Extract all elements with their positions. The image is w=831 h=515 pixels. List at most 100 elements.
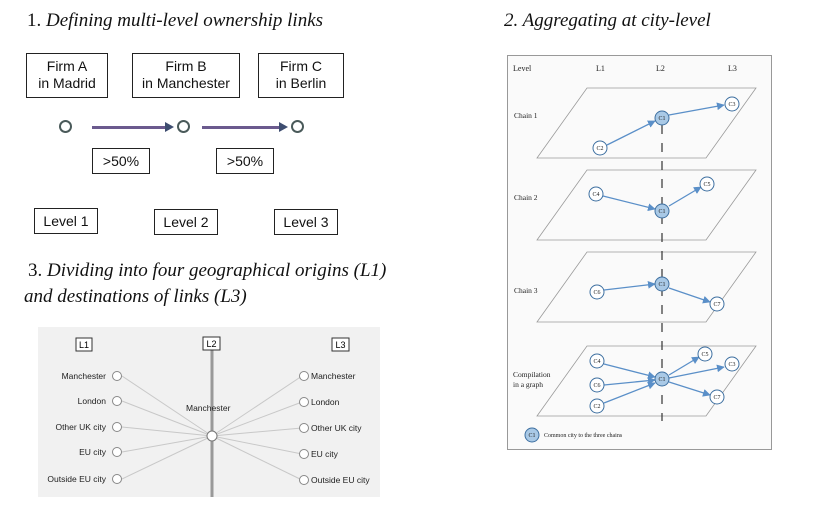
label-c3-compilation: C3 (728, 362, 735, 368)
level-1-label: Level 1 (34, 208, 98, 234)
node-c1-chain3 (654, 276, 670, 292)
dest-label-4: EU city (311, 449, 339, 459)
label-c4-compilation: C4 (593, 359, 600, 365)
chain-planes (536, 87, 757, 417)
legend-text: Common city to the three chains (544, 433, 623, 439)
dest-label-2: London (311, 397, 340, 407)
line-dest-5 (211, 435, 303, 481)
arrow-c4-c1-comp (603, 363, 656, 380)
origin-labels: Manchester London Other UK city EU city … (47, 371, 106, 484)
node-c1-chain1 (654, 110, 670, 126)
line-dest-3 (211, 427, 303, 437)
node-c2-compilation (589, 398, 605, 414)
dest-node-2 (299, 397, 309, 407)
node-c4-chain2 (588, 186, 604, 202)
arrow-head-2 (279, 122, 288, 132)
diagram-frame (507, 55, 772, 450)
header-l3: L3 (728, 64, 737, 73)
arrow-c6-c1-comp (603, 376, 656, 386)
arrow-c6-c1-chain3 (603, 280, 656, 291)
node-labels: C1 C1 C1 C1 C2 C3 C4 C5 C6 C7 C4 C6 C2 C… (528, 102, 735, 439)
origin-node-1 (112, 371, 122, 381)
plane-chain-3 (536, 251, 757, 323)
plane-chain-1 (536, 87, 757, 159)
origin-lines (121, 375, 213, 480)
label-c4-chain2: C4 (592, 192, 599, 198)
firm-a-box: Firm A in Madrid (26, 53, 108, 98)
node-c3-compilation (724, 356, 740, 372)
destination-lines (211, 375, 303, 481)
line-dest-2 (211, 401, 303, 437)
diagram-headers: Level L1 L2 L3 (513, 64, 737, 73)
legend-node (524, 427, 540, 443)
label-c2-compilation: C2 (593, 404, 600, 410)
city-chain-diagram: Level L1 L2 L3 Chain 1 Chain 2 Chain 3 C… (507, 55, 772, 450)
arrow-c2-c1-comp (603, 381, 656, 404)
line-origin-3 (121, 426, 213, 437)
dest-node-1 (299, 371, 309, 381)
chain-3-label: Chain 3 (514, 286, 538, 295)
arrow-c1-c7-comp (668, 381, 711, 397)
origin-label-1: Manchester (62, 371, 107, 381)
label-c1-chain3: C1 (658, 282, 665, 288)
line-origin-2 (121, 400, 213, 437)
node-c2-chain1 (592, 140, 608, 156)
city-nodes (588, 96, 740, 414)
destination-labels: Manchester London Other UK city EU city … (311, 371, 370, 485)
line-origin-5 (121, 435, 213, 480)
label-c1-compilation: C1 (658, 377, 665, 383)
node-c1-compilation (654, 371, 670, 387)
dest-node-4 (299, 449, 309, 459)
panel3-title-line2: and destinations of links (L3) (24, 286, 247, 307)
node-level1-circle (59, 120, 72, 133)
node-c6-chain3 (589, 284, 605, 300)
arrow-c1-c3-comp (668, 364, 725, 379)
node-c7-chain3 (709, 296, 725, 312)
label-c2-chain1: C2 (596, 146, 603, 152)
arrow-c1-c7-chain3 (668, 287, 711, 304)
level-3-label: Level 3 (274, 209, 338, 235)
label-c1-chain1: C1 (658, 116, 665, 122)
label-c5-chain2: C5 (703, 182, 710, 188)
arrow-c1-c5-chain2 (668, 186, 702, 207)
header-l2: L2 (656, 64, 665, 73)
l2-header-box (202, 336, 221, 351)
label-c3-chain1: C3 (728, 102, 735, 108)
node-c7-compilation (709, 389, 725, 405)
origin-label-3: Other UK city (55, 422, 106, 432)
arrow-c1-c5-comp (668, 356, 700, 376)
node-level2-circle (177, 120, 190, 133)
chain-labels: Chain 1 Chain 2 Chain 3 Compilation in a… (513, 111, 551, 389)
origin-node-4 (112, 447, 122, 457)
destination-nodes (299, 371, 309, 485)
threshold-label-2: >50% (216, 148, 274, 174)
node-c1-chain2 (654, 203, 670, 219)
firm-c-box: Firm C in Berlin (258, 53, 344, 98)
line-dest-4 (211, 435, 303, 455)
chain-2-label: Chain 2 (514, 193, 538, 202)
common-nodes (524, 110, 670, 443)
label-c1-chain2: C1 (658, 209, 665, 215)
origin-node-5 (112, 474, 122, 484)
l1-header: L1 (79, 340, 89, 350)
panel2-title: 2. Aggregating at city-level (504, 10, 711, 31)
dest-label-3: Other UK city (311, 423, 362, 433)
plane-chain-2 (536, 169, 757, 241)
node-c5-compilation (697, 346, 713, 362)
node-c4-compilation (589, 353, 605, 369)
origin-label-2: London (78, 396, 107, 406)
label-c6-compilation: C6 (593, 383, 600, 389)
dest-label-5: Outside EU city (311, 475, 370, 485)
arrow-line-1 (92, 126, 166, 129)
l3-header: L3 (335, 340, 345, 350)
firm-b-box: Firm B in Manchester (132, 53, 240, 98)
node-level3-circle (291, 120, 304, 133)
node-c5-chain2 (699, 176, 715, 192)
level-2-label: Level 2 (154, 209, 218, 235)
label-c7-chain3: C7 (713, 302, 720, 308)
origin-node-2 (112, 396, 122, 406)
header-l1: L1 (596, 64, 605, 73)
center-label: Manchester (186, 403, 231, 413)
origin-label-5: Outside EU city (47, 474, 106, 484)
compilation-label-1: Compilation (513, 370, 551, 379)
